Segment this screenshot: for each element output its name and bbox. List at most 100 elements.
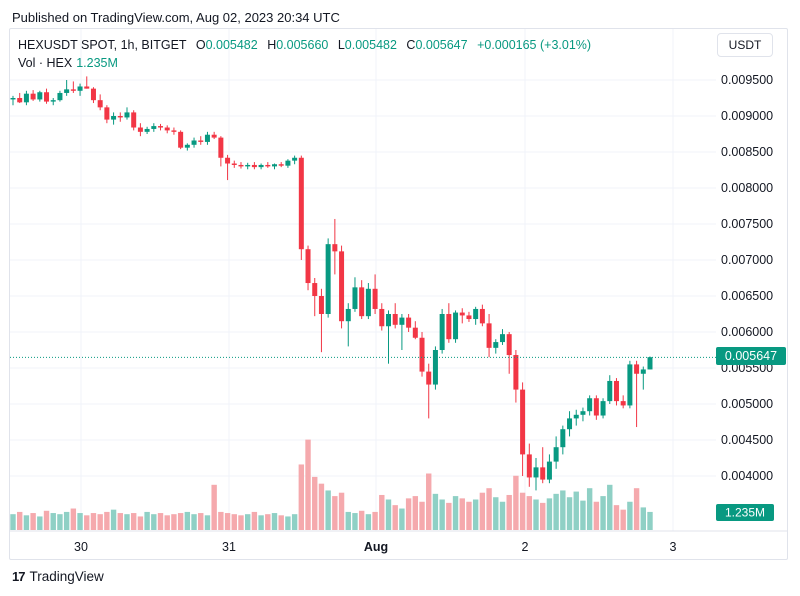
- candle-body: [23, 93, 29, 103]
- close-label: C: [406, 38, 416, 52]
- volume-bar: [164, 515, 170, 530]
- candle-body: [560, 429, 566, 448]
- candle-body: [258, 164, 264, 168]
- candle-body: [17, 98, 23, 103]
- currency-button[interactable]: USDT: [717, 33, 773, 57]
- volume-bar: [251, 511, 258, 530]
- volume-bar: [540, 502, 546, 530]
- candle-body: [124, 112, 130, 118]
- candle-body: [265, 164, 271, 167]
- candle-body: [332, 244, 338, 252]
- change-value: +0.000165 (+3.01%): [477, 38, 592, 52]
- volume-bar: [593, 501, 600, 530]
- candle-body: [117, 116, 123, 118]
- candle-body: [238, 164, 244, 167]
- candle-body: [426, 371, 432, 385]
- time-tick-label: 30: [74, 540, 88, 554]
- candle-body: [573, 414, 579, 419]
- volume-bar: [305, 439, 311, 530]
- volume-bar: [110, 509, 117, 530]
- candle-body: [245, 164, 251, 167]
- volume-bar: [499, 501, 506, 530]
- candle-body: [325, 244, 331, 314]
- volume-bar: [372, 511, 378, 530]
- last-price-label: 0.005647: [725, 349, 777, 363]
- candle-body: [379, 308, 385, 327]
- candle-body: [453, 312, 459, 340]
- candles: [10, 76, 653, 491]
- price-tick-label: 0.008000: [721, 181, 773, 195]
- volume-bar: [43, 510, 50, 530]
- volume-bar: [358, 510, 365, 530]
- high-label: H: [267, 38, 277, 52]
- volume-bar: [97, 514, 103, 530]
- volume-bar: [486, 488, 492, 530]
- price-tick-label: 0.007000: [721, 253, 773, 267]
- volume-bar: [271, 513, 278, 530]
- volume-bar: [30, 513, 36, 530]
- volume-bar: [77, 513, 83, 530]
- volume-bar: [231, 514, 237, 530]
- candle-body: [84, 86, 90, 89]
- tradingview-logo[interactable]: 17 TradingView: [12, 569, 104, 584]
- candle-body: [520, 389, 526, 455]
- candle-body: [298, 157, 304, 250]
- candle-body: [97, 100, 103, 108]
- volume-bar: [265, 514, 271, 530]
- price-tick-label: 0.004000: [721, 469, 773, 483]
- volume-bar: [560, 490, 566, 530]
- tradingview-brand-label: TradingView: [29, 569, 104, 584]
- candle-body: [479, 308, 485, 324]
- candle-body: [365, 288, 371, 317]
- candle-body: [50, 100, 56, 102]
- open-label: O: [195, 38, 206, 52]
- volume-bar: [17, 511, 23, 530]
- candle-body: [171, 130, 177, 132]
- candle-body: [513, 355, 519, 390]
- volume-bar: [459, 498, 465, 530]
- volume-bar: [513, 475, 519, 530]
- price-tick-label: 0.006500: [721, 289, 773, 303]
- volume-bar: [211, 484, 217, 530]
- candle-body: [312, 283, 318, 296]
- candle-body: [225, 157, 231, 164]
- candle-body: [587, 398, 593, 412]
- candle-body: [533, 467, 539, 478]
- volume-bar: [426, 473, 432, 530]
- volume-bar: [218, 511, 224, 530]
- volume-bar: [204, 515, 211, 530]
- chart-frame: [9, 28, 788, 560]
- candle-body: [90, 88, 96, 101]
- volume-value: 1.235M: [76, 56, 118, 70]
- volume-bar: [573, 491, 579, 530]
- volume-bar: [580, 500, 586, 530]
- volume-bar: [177, 513, 184, 530]
- candle-body: [37, 92, 43, 100]
- candle-body: [432, 350, 438, 385]
- volume-bar: [130, 513, 137, 530]
- grid-lines: [10, 29, 716, 531]
- volume-bar: [519, 492, 526, 530]
- candle-body: [305, 249, 311, 284]
- candle-body: [473, 308, 479, 320]
- volume-bar: [506, 494, 512, 530]
- volume-bar: [70, 508, 77, 530]
- candle-body: [164, 127, 170, 131]
- volume-bar: [124, 514, 130, 530]
- volume-bar: [479, 492, 486, 530]
- time-tick-label: 3: [670, 540, 677, 554]
- last-volume-label: 1.235M: [725, 506, 765, 520]
- volume-legend: Vol · HEX 1.235M: [18, 56, 118, 70]
- candle-body: [131, 112, 137, 128]
- volume-bar: [586, 488, 593, 530]
- candle-body: [580, 411, 586, 415]
- candle-body: [292, 157, 298, 161]
- volume-bar: [318, 483, 325, 530]
- candle-body: [231, 163, 237, 165]
- candle-body: [553, 447, 559, 462]
- volume-label: Vol · HEX: [18, 56, 73, 70]
- candle-body: [419, 337, 425, 372]
- candle-body: [506, 334, 512, 356]
- volume-bar: [50, 513, 56, 530]
